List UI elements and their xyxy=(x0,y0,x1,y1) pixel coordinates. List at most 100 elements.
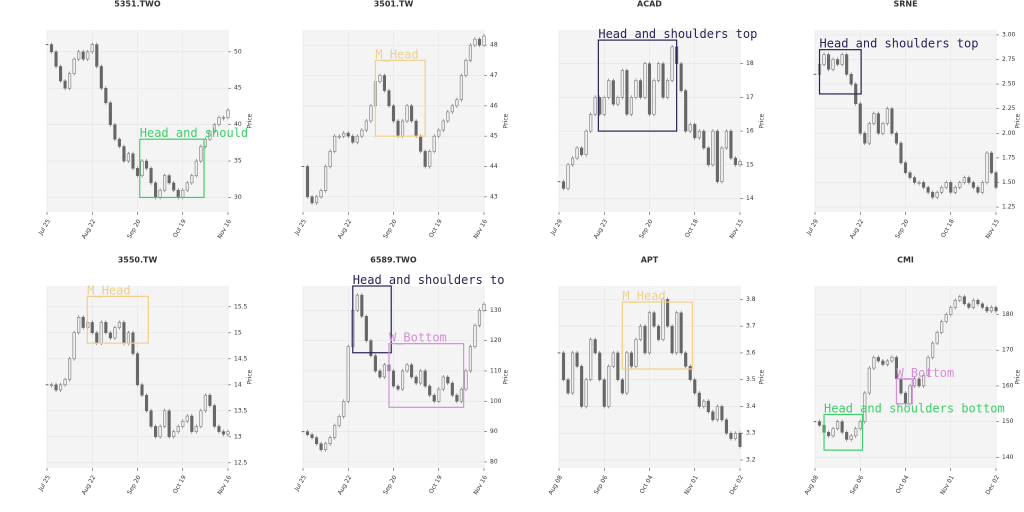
candle xyxy=(140,384,144,396)
pattern-box xyxy=(621,301,694,370)
candle xyxy=(428,385,432,396)
candle xyxy=(455,99,459,107)
candle xyxy=(310,196,314,204)
candle xyxy=(940,187,944,193)
candle xyxy=(473,325,477,347)
pattern-box xyxy=(352,285,392,354)
y-tick-label: 180 xyxy=(1002,311,1014,318)
y-tick-label: 15.5 xyxy=(234,303,248,310)
chart-title: ACAD xyxy=(637,0,662,9)
candle xyxy=(167,175,171,184)
candle xyxy=(620,379,624,394)
candle xyxy=(557,352,561,354)
candle xyxy=(72,58,76,74)
candle xyxy=(217,426,221,432)
candle xyxy=(378,75,382,82)
y-tick-label: 3.5 xyxy=(746,376,756,383)
candle xyxy=(441,120,445,131)
candle xyxy=(77,316,81,334)
candle xyxy=(593,97,597,115)
candle xyxy=(571,157,575,166)
candle xyxy=(944,314,948,322)
y-tick-label: 3.6 xyxy=(746,349,756,356)
candle xyxy=(172,182,176,191)
candle xyxy=(697,392,701,407)
candle xyxy=(319,190,323,198)
candle xyxy=(99,66,103,89)
x-tick-label: Sep 20 xyxy=(894,218,911,240)
pattern-box xyxy=(895,378,913,405)
candle xyxy=(473,38,477,46)
candle xyxy=(77,51,81,60)
candle xyxy=(953,187,957,193)
candle xyxy=(221,431,226,435)
y-tick-label: 1.75 xyxy=(1002,154,1016,161)
candle xyxy=(584,130,588,155)
candle xyxy=(333,135,337,152)
candle xyxy=(81,316,85,328)
candle xyxy=(657,63,661,81)
candle xyxy=(720,147,724,182)
x-tick-label: Jul 25 xyxy=(37,218,52,237)
candle xyxy=(391,105,396,122)
candle xyxy=(913,177,917,183)
candle xyxy=(715,406,719,421)
y-tick-label: 3.7 xyxy=(746,323,756,330)
candle xyxy=(643,63,647,98)
candle xyxy=(894,133,899,144)
candle xyxy=(845,432,849,440)
candle xyxy=(729,432,733,439)
candle xyxy=(113,327,117,339)
candle xyxy=(90,44,94,53)
candle xyxy=(122,322,126,344)
candle xyxy=(428,151,432,167)
y-tick-label: 140 xyxy=(1002,454,1014,461)
candle xyxy=(81,51,85,60)
candle xyxy=(962,296,966,305)
candle xyxy=(652,312,656,327)
candle xyxy=(410,364,414,378)
candle xyxy=(437,129,441,137)
x-tick-label: Aug 22 xyxy=(337,218,354,240)
candle xyxy=(104,322,108,334)
candle xyxy=(333,425,337,438)
candle xyxy=(858,103,862,134)
candle xyxy=(226,431,230,435)
candle xyxy=(135,168,140,176)
candle xyxy=(305,166,310,198)
x-tick-label: Oct 18 xyxy=(684,218,700,239)
candle xyxy=(364,316,368,341)
candle xyxy=(697,130,701,139)
candle xyxy=(584,379,588,407)
candle xyxy=(396,120,400,137)
x-tick-label: Jul 25 xyxy=(293,474,308,493)
y-axis-label: Price xyxy=(1015,113,1022,128)
candle xyxy=(733,157,738,166)
candle xyxy=(190,175,194,184)
candle xyxy=(401,120,405,137)
candle xyxy=(935,192,939,198)
candle xyxy=(711,130,715,166)
pattern-box xyxy=(374,59,426,137)
y-tick-label: 17 xyxy=(746,94,754,101)
candle xyxy=(561,181,566,189)
y-tick-label: 15 xyxy=(746,161,754,168)
candle xyxy=(63,80,67,89)
candle xyxy=(598,352,602,380)
candle xyxy=(163,410,167,427)
candle xyxy=(441,376,445,390)
candle xyxy=(670,46,674,81)
candle xyxy=(194,426,198,432)
candle xyxy=(149,410,153,427)
candle xyxy=(346,346,350,402)
candle xyxy=(661,63,665,98)
candle xyxy=(117,322,121,328)
pattern-label: M_Head xyxy=(375,47,418,61)
candle xyxy=(145,394,149,412)
candle xyxy=(885,360,889,365)
candle xyxy=(437,388,441,402)
candle xyxy=(611,80,615,105)
candle xyxy=(661,299,665,340)
candle xyxy=(625,70,629,115)
candle xyxy=(881,360,885,365)
